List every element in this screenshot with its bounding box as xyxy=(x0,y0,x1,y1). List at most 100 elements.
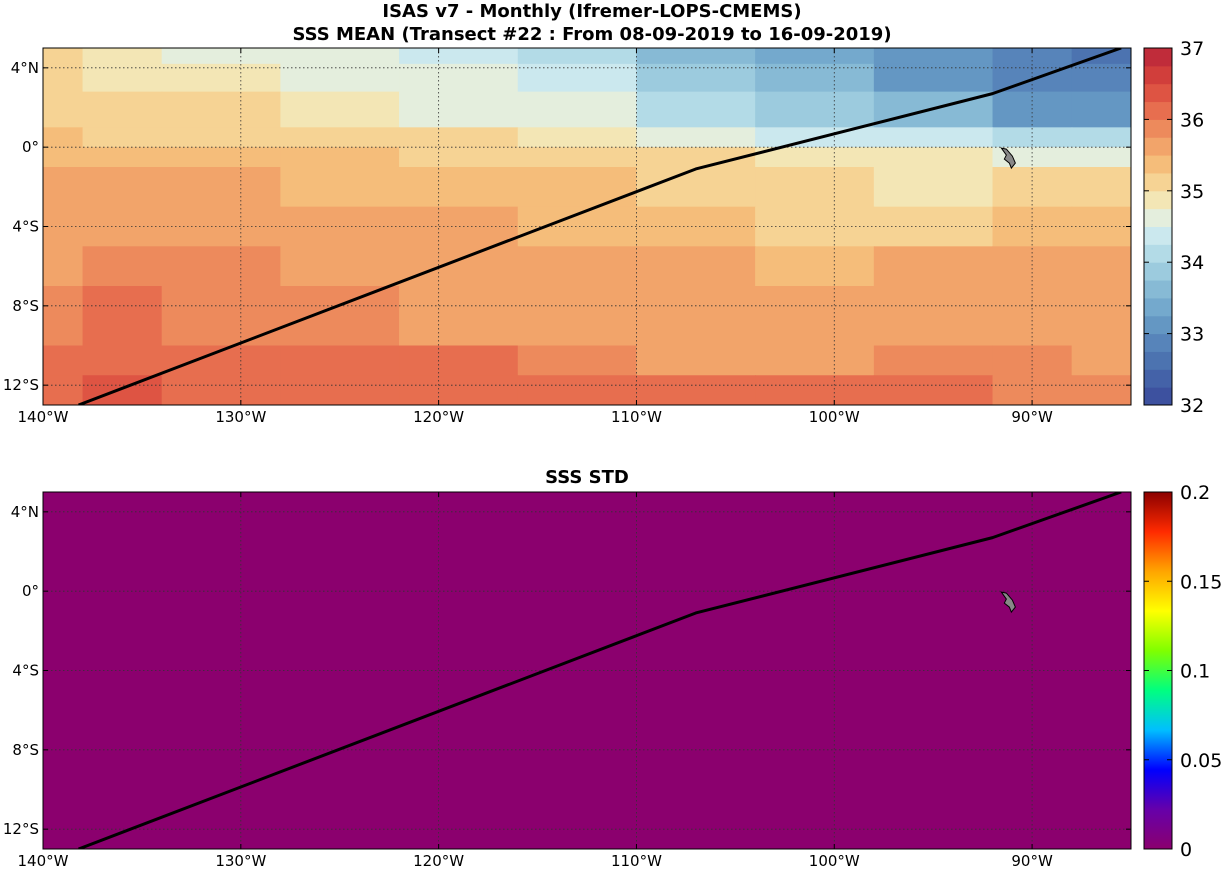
mean-cell xyxy=(280,147,400,168)
colorbar-mean-step xyxy=(1144,137,1172,156)
transect-line-top xyxy=(78,48,1122,405)
colorbar-mean-step xyxy=(1144,83,1172,103)
mean-cell xyxy=(280,48,400,65)
mean-cell xyxy=(755,375,875,405)
mean-cell xyxy=(1071,286,1131,347)
colorbar-mean-step xyxy=(1144,387,1172,406)
transect-line-bottom xyxy=(78,492,1122,849)
mean-cell xyxy=(873,63,994,93)
colorbar-std-tick-label: 0.2 xyxy=(1180,482,1210,504)
y-tick-label: 4°N xyxy=(11,503,39,521)
mean-cell xyxy=(873,345,994,376)
mean-cell xyxy=(82,246,163,287)
mean-cell xyxy=(43,127,84,148)
grid-top xyxy=(43,48,1131,405)
title-line1: ISAS v7 - Monthly (Ifremer-LOPS-CMEMS) xyxy=(382,1,801,22)
mean-cell xyxy=(280,246,400,287)
colorbar-std-tick-label: 0.15 xyxy=(1180,571,1222,593)
galapagos-island-bottom xyxy=(1000,591,1016,614)
mean-cell xyxy=(636,345,756,376)
mean-cell xyxy=(82,91,163,128)
colorbar-mean-step xyxy=(1144,315,1172,335)
mean-cell xyxy=(161,167,281,208)
x-tick-label: 130°W xyxy=(215,408,266,426)
mean-cell xyxy=(82,147,163,168)
mean-cell xyxy=(517,167,638,208)
mean-cell xyxy=(873,246,994,287)
mean-cell xyxy=(82,286,163,347)
mean-cell xyxy=(43,48,84,65)
colorbar-mean-step xyxy=(1144,333,1172,352)
mean-cell xyxy=(755,147,875,168)
mean-cell xyxy=(161,63,281,93)
mean-cell xyxy=(43,375,84,405)
colorbar-mean-step xyxy=(1144,280,1172,299)
mean-cell xyxy=(280,286,400,347)
mean-cell xyxy=(43,63,84,93)
colorbar-mean-step xyxy=(1144,119,1172,138)
mean-cell xyxy=(992,91,1073,128)
colorbar-std-tick-label: 0.1 xyxy=(1180,661,1210,683)
colorbar-std-tick-label: 0 xyxy=(1180,839,1192,861)
mean-cell xyxy=(873,375,994,405)
colorbar-mean-tick-label: 35 xyxy=(1180,181,1204,203)
mean-cell xyxy=(280,127,400,148)
y-ticks-bottom: 4°N 0° 4°S 8°S 12°S xyxy=(3,503,1131,838)
colorbar-mean-step xyxy=(1144,244,1172,263)
x-tick-label: 100°W xyxy=(809,408,860,426)
grid-bottom xyxy=(43,492,1131,849)
mean-cell xyxy=(82,127,163,148)
mean-cell xyxy=(399,375,519,405)
mean-cell xyxy=(636,127,756,148)
mean-cell xyxy=(399,147,519,168)
mean-cell xyxy=(517,91,638,128)
x-tick-label: 120°W xyxy=(413,408,464,426)
transect-path xyxy=(78,48,1122,405)
mean-cell xyxy=(161,246,281,287)
y-tick-label: 4°S xyxy=(12,218,39,236)
colorbar-mean-step xyxy=(1144,369,1172,388)
mean-cell xyxy=(82,375,163,405)
mean-cell xyxy=(873,127,994,148)
mean-cell xyxy=(399,63,519,93)
mean-cell xyxy=(43,167,84,208)
colorbar-mean-tick-label: 37 xyxy=(1180,38,1204,60)
sss-mean-map: 140°W 130°W 120°W 110°W 100°W 90°W 4°N 0° 4°S 8°… xyxy=(3,47,1132,426)
galapagos-island-top xyxy=(1000,147,1016,170)
mean-cell xyxy=(161,48,281,65)
mean-cell xyxy=(636,375,756,405)
mean-cell xyxy=(517,375,638,405)
mean-cell xyxy=(636,63,756,93)
colorbar-mean-step xyxy=(1144,190,1172,210)
colorbar-std-tick-label: 0.05 xyxy=(1180,750,1222,772)
mean-cell xyxy=(280,63,400,93)
x-tick-label: 110°W xyxy=(611,408,662,426)
mean-cell xyxy=(873,48,994,65)
mean-cell xyxy=(399,91,519,128)
colorbar-mean-step xyxy=(1144,297,1172,317)
mean-cell xyxy=(43,345,84,376)
mean-cell xyxy=(517,147,638,168)
mean-cell xyxy=(1071,375,1131,405)
mean-cell xyxy=(161,147,281,168)
x-tick-label: 120°W xyxy=(413,852,464,870)
mean-cell xyxy=(755,345,875,376)
mean-cell xyxy=(399,345,519,376)
mean-cell xyxy=(399,286,519,347)
y-tick-label: 0° xyxy=(22,582,39,600)
x-tick-label: 140°W xyxy=(18,852,69,870)
mean-cell xyxy=(636,246,756,287)
colorbar-mean-tick-label: 32 xyxy=(1180,395,1204,417)
colorbar-mean-tick-label: 36 xyxy=(1180,109,1204,131)
mean-cell xyxy=(517,48,638,65)
mean-cell xyxy=(43,91,84,128)
mean-cell xyxy=(755,246,875,287)
mean-cell xyxy=(517,63,638,93)
colorbar-mean-step xyxy=(1144,172,1172,192)
colorbar-mean-step xyxy=(1144,208,1172,227)
mean-cell xyxy=(873,147,994,168)
y-tick-label: 0° xyxy=(22,138,39,156)
mean-cell xyxy=(636,286,756,347)
mean-cell xyxy=(1071,345,1131,376)
mean-cell xyxy=(992,127,1073,148)
